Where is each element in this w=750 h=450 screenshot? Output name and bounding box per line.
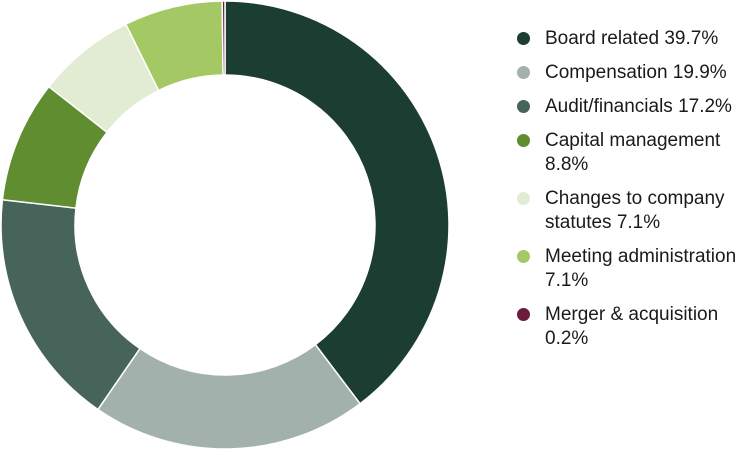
- legend-item-6: Merger & acquisition 0.2%: [517, 303, 747, 351]
- legend-item-5: Meeting administration 7.1%: [517, 245, 747, 293]
- legend-item-3: Capital management 8.8%: [517, 129, 747, 177]
- donut-slice-1: [96, 343, 362, 450]
- legend-label: Compensation 19.9%: [545, 62, 727, 83]
- donut-slice-6: [221, 0, 226, 76]
- legend-swatch: [517, 250, 530, 263]
- legend-swatch: [517, 308, 530, 321]
- legend-item-2: Audit/financials 17.2%: [517, 95, 747, 119]
- legend-swatch: [517, 66, 530, 79]
- legend-swatch: [517, 192, 530, 205]
- legend-item-1: Compensation 19.9%: [517, 61, 747, 85]
- legend-swatch: [517, 32, 530, 45]
- legend-label: Capital management 8.8%: [545, 130, 721, 175]
- legend-label: Merger & acquisition 0.2%: [545, 304, 719, 349]
- donut-slice-0: [224, 0, 450, 405]
- legend-label: Board related 39.7%: [545, 28, 719, 49]
- donut-slice-2: [0, 198, 141, 411]
- legend-label: Audit/financials 17.2%: [545, 96, 732, 117]
- legend-label: Changes to company statutes 7.1%: [545, 188, 725, 233]
- legend-swatch: [517, 100, 530, 113]
- legend-item-0: Board related 39.7%: [517, 27, 747, 51]
- legend-swatch: [517, 134, 530, 147]
- legend-label: Meeting administration 7.1%: [545, 246, 737, 291]
- legend: Board related 39.7% Compensation 19.9% Aud…: [517, 27, 747, 361]
- legend-item-4: Changes to company statutes 7.1%: [517, 187, 747, 235]
